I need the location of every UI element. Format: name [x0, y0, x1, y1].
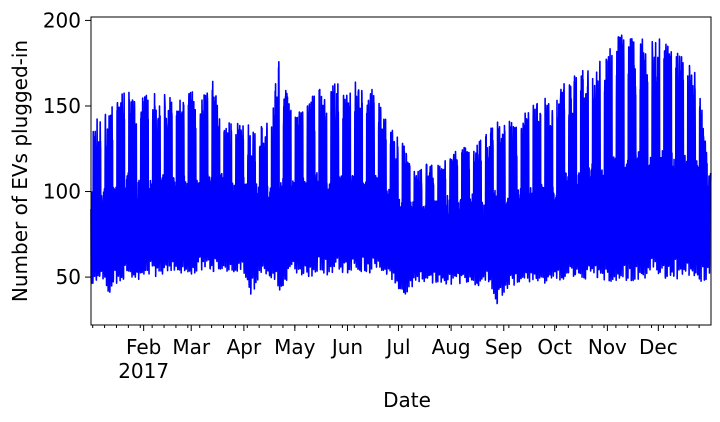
plot-frame	[90, 16, 712, 326]
y-tick-label: 100	[43, 180, 81, 204]
x-axis-label: Date	[383, 388, 431, 412]
y-tick-label: 150	[43, 94, 81, 118]
y-tick-label: 200	[43, 8, 81, 32]
x-tick-label: Dec	[639, 335, 678, 359]
x-tick-label: Oct	[537, 335, 572, 359]
x-tick-label: Mar	[172, 335, 211, 359]
x-tick-label: Aug	[432, 335, 471, 359]
x-tick-label: Apr	[227, 335, 262, 359]
x-tick-label: Jun	[330, 335, 363, 359]
x-tick-year-label: 2017	[118, 359, 169, 383]
y-axis-label: Number of EVs plugged-in	[8, 40, 32, 302]
series-line-ev-count	[90, 34, 712, 305]
y-axis: 50 100 150 200	[43, 8, 91, 289]
plot-area	[90, 34, 712, 305]
x-tick-label: Feb	[126, 335, 161, 359]
x-tick-label: Nov	[588, 335, 627, 359]
x-tick-label: Jul	[384, 335, 410, 359]
x-tick-label: May	[274, 335, 316, 359]
y-tick-label: 50	[56, 265, 81, 289]
x-tick-label: Sep	[485, 335, 523, 359]
